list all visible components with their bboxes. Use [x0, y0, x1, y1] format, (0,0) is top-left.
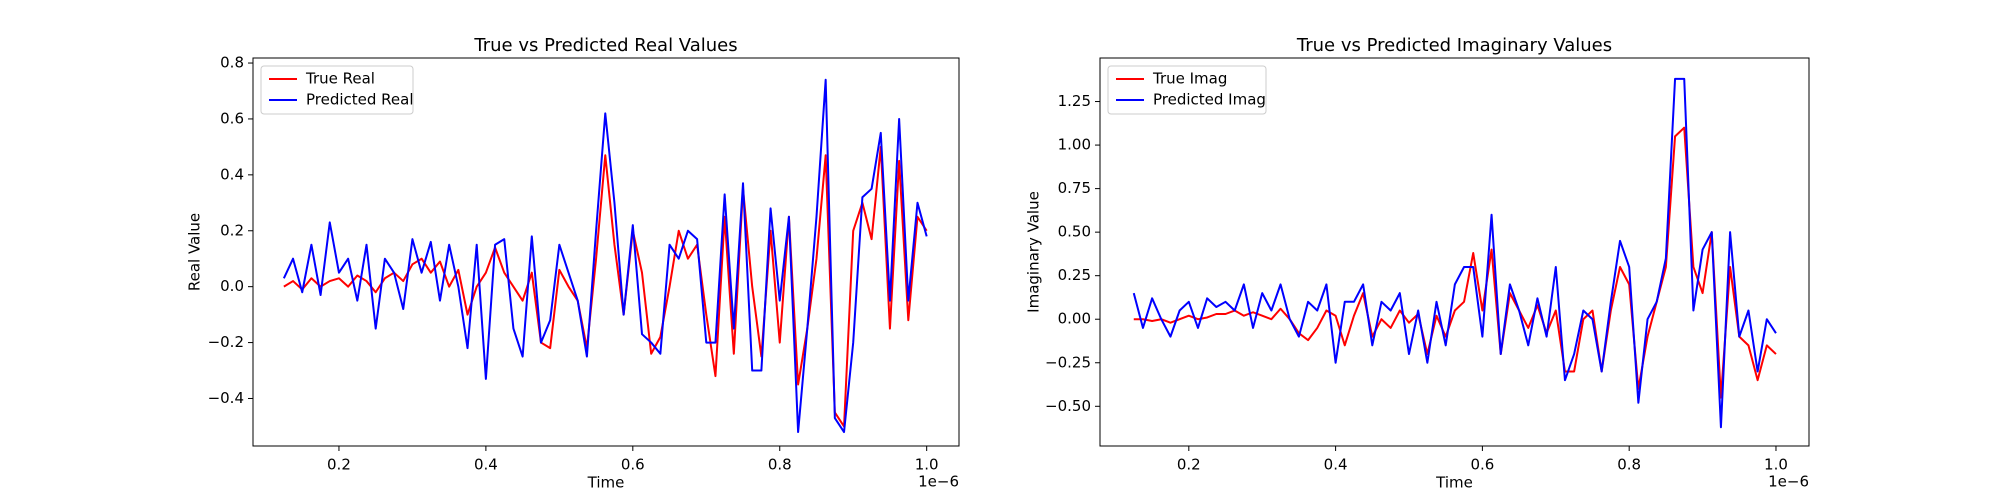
y-tick-label: 0.4 [220, 165, 244, 183]
y-tick-label: 0.2 [220, 221, 244, 239]
chart-title: True vs Predicted Real Values [473, 35, 737, 56]
y-tick-label: 0.75 [1058, 179, 1091, 197]
y-tick-label: 0.8 [220, 54, 244, 72]
legend-label: True Real [305, 70, 375, 88]
y-tick-label: 0.0 [220, 277, 244, 295]
x-tick-label: 1.0 [915, 456, 939, 474]
y-axis-label: Real Value [186, 213, 204, 291]
series-line [283, 145, 928, 428]
legend-box [260, 65, 414, 115]
y-tick-label: 1.25 [1058, 92, 1091, 110]
x-axis-label: Time [1435, 474, 1473, 492]
x-tick-label: 0.8 [768, 456, 792, 474]
legend: True Imag Predicted Imag [1107, 65, 1267, 115]
x-axis-label: Time [587, 474, 625, 492]
y-tick-label: −0.2 [208, 333, 244, 351]
y-tick-label: 0.00 [1058, 310, 1091, 328]
series-line [1132, 77, 1777, 429]
x-offset-label: 1e−6 [918, 473, 959, 491]
x-tick-label: 0.2 [327, 456, 351, 474]
y-tick-label: −0.50 [1045, 397, 1091, 415]
legend-box [1107, 65, 1267, 115]
y-tick-label: −0.4 [208, 389, 244, 407]
y-tick-label: 0.25 [1058, 266, 1091, 284]
series-line [282, 78, 928, 434]
x-offset-label: 1e−6 [1768, 473, 1809, 491]
legend-label: True Imag [1152, 70, 1227, 88]
series-line [1133, 126, 1777, 399]
x-tick-label: 0.2 [1177, 456, 1201, 474]
axes-frame [1099, 57, 1810, 447]
x-tick-label: 1.0 [1764, 456, 1788, 474]
y-tick-label: 0.6 [220, 109, 244, 127]
chart-title: True vs Predicted Imaginary Values [1296, 35, 1612, 56]
y-tick-label: −0.25 [1045, 353, 1091, 371]
y-axis-label: Imaginary Value [1025, 191, 1043, 313]
x-tick-label: 0.4 [474, 456, 498, 474]
y-tick-label: 1.00 [1058, 136, 1091, 154]
y-tick-label: 0.50 [1058, 223, 1091, 241]
x-tick-label: 0.6 [1470, 456, 1494, 474]
legend: True Real Predicted Real [260, 65, 414, 115]
x-tick-label: 0.4 [1324, 456, 1348, 474]
x-tick-label: 0.6 [621, 456, 645, 474]
x-tick-label: 0.8 [1617, 456, 1641, 474]
legend-label: Predicted Real [306, 91, 414, 109]
axes-frame [252, 57, 960, 447]
legend-label: Predicted Imag [1153, 91, 1266, 109]
